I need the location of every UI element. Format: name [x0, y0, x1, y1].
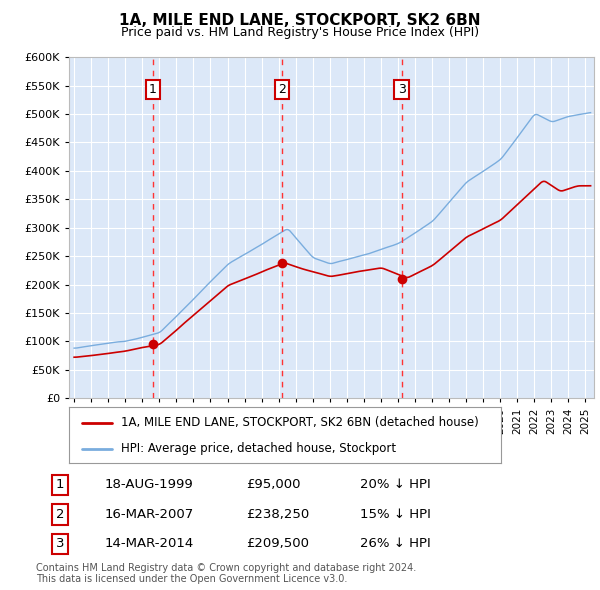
Text: 15% ↓ HPI: 15% ↓ HPI [360, 508, 431, 521]
Text: 3: 3 [56, 537, 64, 550]
Text: 18-AUG-1999: 18-AUG-1999 [105, 478, 194, 491]
Text: 1A, MILE END LANE, STOCKPORT, SK2 6BN: 1A, MILE END LANE, STOCKPORT, SK2 6BN [119, 13, 481, 28]
Text: 2: 2 [278, 83, 286, 96]
Text: 20% ↓ HPI: 20% ↓ HPI [360, 478, 431, 491]
Text: 26% ↓ HPI: 26% ↓ HPI [360, 537, 431, 550]
Text: 3: 3 [398, 83, 406, 96]
Text: £95,000: £95,000 [246, 478, 301, 491]
Text: HPI: Average price, detached house, Stockport: HPI: Average price, detached house, Stoc… [121, 442, 396, 455]
Text: 1A, MILE END LANE, STOCKPORT, SK2 6BN (detached house): 1A, MILE END LANE, STOCKPORT, SK2 6BN (d… [121, 417, 479, 430]
Text: 1: 1 [149, 83, 157, 96]
Text: 2: 2 [56, 508, 64, 521]
Text: 16-MAR-2007: 16-MAR-2007 [105, 508, 194, 521]
Text: £238,250: £238,250 [246, 508, 309, 521]
Text: 1: 1 [56, 478, 64, 491]
Text: £209,500: £209,500 [246, 537, 309, 550]
Text: Price paid vs. HM Land Registry's House Price Index (HPI): Price paid vs. HM Land Registry's House … [121, 26, 479, 39]
Text: 14-MAR-2014: 14-MAR-2014 [105, 537, 194, 550]
Text: Contains HM Land Registry data © Crown copyright and database right 2024.: Contains HM Land Registry data © Crown c… [36, 563, 416, 573]
Text: This data is licensed under the Open Government Licence v3.0.: This data is licensed under the Open Gov… [36, 574, 347, 584]
